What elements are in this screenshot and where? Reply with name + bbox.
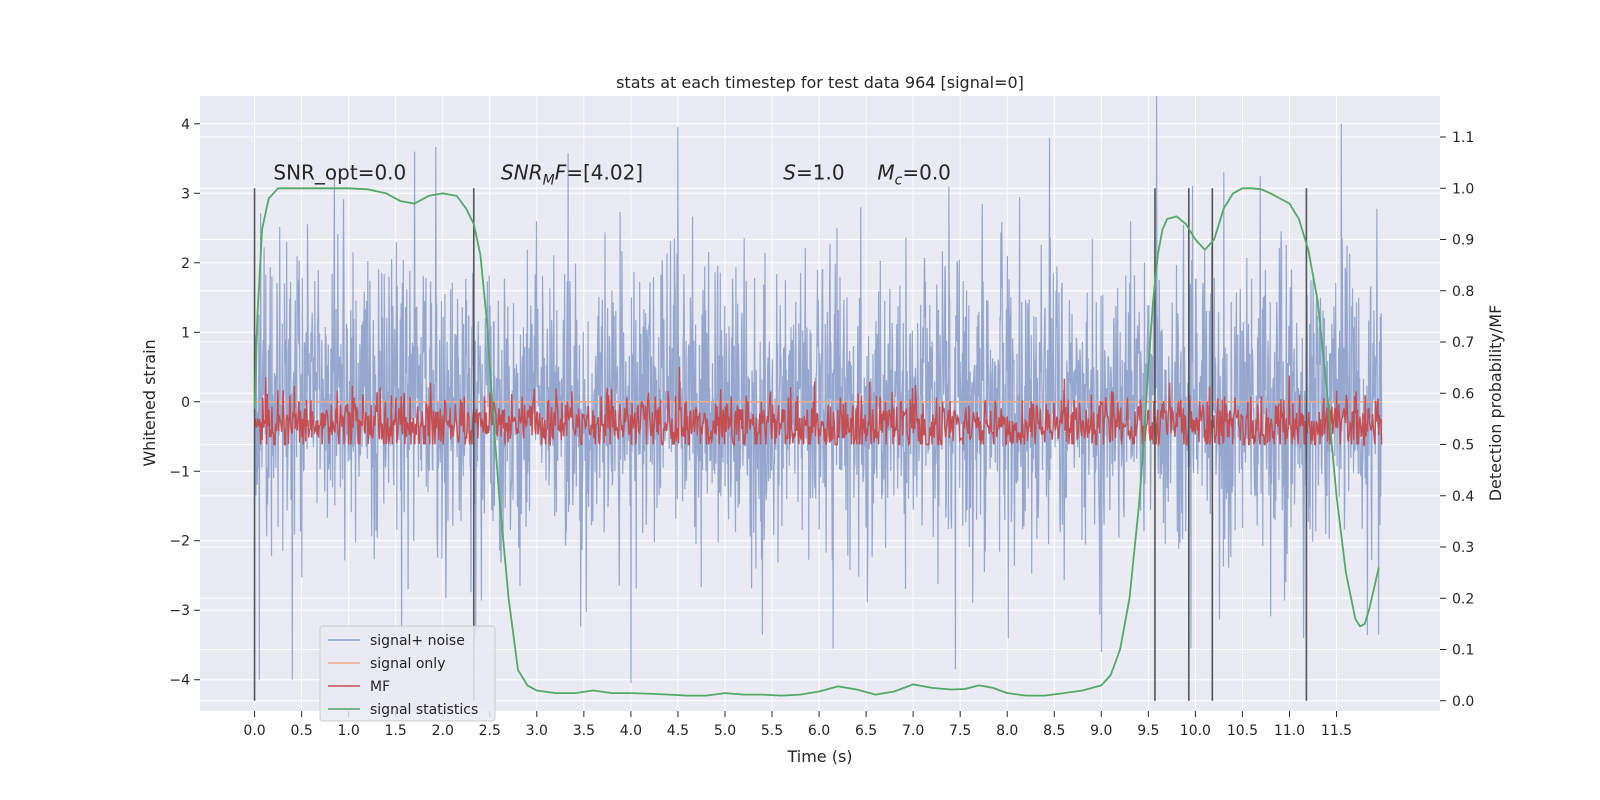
x-tick-label: 4.0 xyxy=(620,723,642,739)
annotation-symbol: M xyxy=(877,160,894,184)
x-tick-label: 7.5 xyxy=(949,723,971,739)
annotation-subscript: M xyxy=(543,172,555,188)
y2-tick-label: 0.5 xyxy=(1452,438,1474,454)
legend-label: MF xyxy=(370,679,390,695)
y2-tick-label: 0.6 xyxy=(1452,386,1474,402)
x-axis-title: Time (s) xyxy=(786,747,852,766)
annotation-value: =0.0 xyxy=(902,160,951,184)
y2-tick-label: 1.0 xyxy=(1452,181,1474,197)
annotation-value: =[4.02] xyxy=(566,160,643,184)
legend: signal+ noise signal only MF signal stat… xyxy=(319,625,496,722)
x-tick-label: 6.0 xyxy=(808,723,830,739)
y2-axis-title: Detection probability/MF xyxy=(1486,305,1505,502)
annotation-subscript: c xyxy=(895,172,903,188)
annotation-symbol-suffix: F xyxy=(555,160,567,184)
chart-title: stats at each timestep for test data 964… xyxy=(616,73,1024,92)
y-tick-label: 0 xyxy=(181,395,190,411)
mf-line xyxy=(253,366,1383,448)
y-axis-title: Whitened strain xyxy=(140,339,159,466)
annotation-s-val: S=1.0 xyxy=(783,160,844,184)
y2-tick-label: 0.0 xyxy=(1452,694,1474,710)
x-tick-label: 10.0 xyxy=(1180,723,1211,739)
y-tick-label: −2 xyxy=(169,534,190,550)
series-layer xyxy=(253,96,1383,701)
x-tick-label: 11.0 xyxy=(1274,723,1305,739)
x-tick-label: 9.0 xyxy=(1090,723,1112,739)
legend-label: signal+ noise xyxy=(370,633,465,649)
left-axis-ticks: −4 −3 −2 −1 0 1 2 3 4 xyxy=(169,117,200,689)
x-tick-label: 8.5 xyxy=(1043,723,1065,739)
x-tick-label: 3.5 xyxy=(573,723,595,739)
x-tick-label: 5.0 xyxy=(714,723,736,739)
y2-tick-label: 0.3 xyxy=(1452,540,1474,556)
x-tick-label: 10.5 xyxy=(1227,723,1258,739)
x-tick-label: 0.5 xyxy=(290,723,312,739)
y-tick-label: 4 xyxy=(181,117,190,133)
y-tick-label: −1 xyxy=(169,464,190,480)
y-tick-label: −3 xyxy=(169,603,190,619)
y2-tick-label: 0.1 xyxy=(1452,643,1474,659)
right-axis-ticks: 0.0 0.1 0.2 0.3 0.4 0.5 0.6 0.7 0.8 0.9 1.0 1.1 xyxy=(1440,130,1474,710)
y2-tick-label: 1.1 xyxy=(1452,130,1474,146)
legend-item: signal only xyxy=(328,656,445,672)
y-tick-label: −4 xyxy=(169,673,190,689)
y2-tick-label: 0.7 xyxy=(1452,335,1474,351)
x-tick-label: 2.0 xyxy=(432,723,454,739)
annotation-snr-opt: SNR_opt=0.0 xyxy=(273,160,406,184)
y-tick-label: 3 xyxy=(181,186,190,202)
y2-tick-label: 0.2 xyxy=(1452,591,1474,607)
x-tick-label: 0.0 xyxy=(243,723,265,739)
legend-label: signal statistics xyxy=(370,702,478,718)
x-tick-label: 4.5 xyxy=(667,723,689,739)
x-tick-label: 11.5 xyxy=(1321,723,1352,739)
x-tick-label: 1.5 xyxy=(385,723,407,739)
x-tick-label: 3.0 xyxy=(526,723,548,739)
x-tick-label: 9.5 xyxy=(1137,723,1159,739)
y2-tick-label: 0.9 xyxy=(1452,233,1474,249)
annotation-value: =1.0 xyxy=(796,160,845,184)
annotations: SNR_opt=0.0 SNRMF=[4.02] S=1.0 Mc=0.0 xyxy=(273,160,951,188)
x-tick-label: 7.0 xyxy=(902,723,924,739)
x-tick-label: 6.5 xyxy=(855,723,877,739)
legend-item: signal+ noise xyxy=(328,633,465,649)
y-tick-label: 2 xyxy=(181,256,190,272)
legend-label: signal only xyxy=(370,656,445,672)
signal-noise-line xyxy=(254,96,1383,684)
bottom-axis-ticks: 0.0 0.5 1.0 1.5 2.0 2.5 3.0 3.5 4.0 4.5 5.0 5.5 6.0 6… xyxy=(243,711,1352,739)
legend-item: MF xyxy=(328,679,390,695)
legend-item: signal statistics xyxy=(328,702,478,718)
y2-tick-label: 0.8 xyxy=(1452,284,1474,300)
x-tick-label: 1.0 xyxy=(338,723,360,739)
signal-statistics-line xyxy=(253,187,1380,697)
x-tick-label: 5.5 xyxy=(761,723,783,739)
y-tick-label: 1 xyxy=(181,325,190,341)
annotation-symbol: SNR xyxy=(501,160,543,184)
x-tick-label: 8.0 xyxy=(996,723,1018,739)
y2-tick-label: 0.4 xyxy=(1452,489,1474,505)
x-tick-label: 2.5 xyxy=(479,723,501,739)
annotation-snr-mf: SNRMF=[4.02] xyxy=(501,160,643,188)
annotation-mc-val: Mc=0.0 xyxy=(877,160,951,188)
legend-box xyxy=(319,625,496,722)
annotation-symbol: S xyxy=(783,160,796,184)
